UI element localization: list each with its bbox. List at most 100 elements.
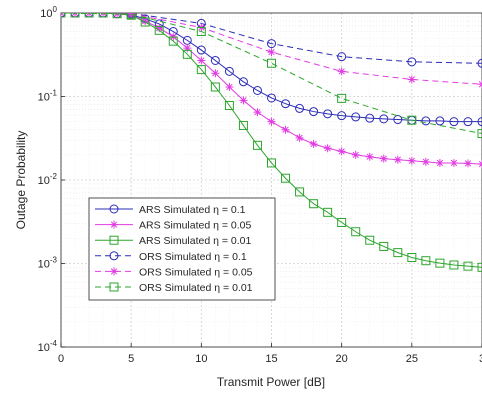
data-point-circle — [109, 251, 119, 261]
data-point-square — [210, 82, 220, 92]
data-point-square — [224, 101, 234, 111]
x-tick-label: 15 — [265, 353, 277, 365]
data-point-star — [110, 267, 118, 276]
data-point-circle — [421, 116, 431, 126]
data-point-circle — [379, 114, 389, 124]
x-tick-label: 25 — [406, 353, 418, 365]
data-point-star-path — [267, 117, 276, 126]
data-point-square — [477, 129, 482, 139]
data-point-square — [323, 207, 333, 217]
legend-label: ARS Simulated η = 0.05 — [139, 220, 252, 232]
data-point-star-path — [449, 158, 458, 167]
legend-label: ORS Simulated η = 0.01 — [139, 282, 253, 294]
data-point-star-path — [197, 56, 206, 65]
y-axis-label: Outage Probability — [14, 131, 28, 230]
data-point-square — [477, 262, 482, 272]
data-point-star — [323, 144, 332, 153]
legend-item: ORS Simulated η = 0.1 — [95, 251, 247, 263]
data-point-circle — [210, 55, 220, 65]
data-point-square — [267, 58, 276, 68]
data-point-star-path — [267, 48, 276, 57]
y-tick-label: 100 — [40, 5, 57, 20]
data-point-square — [337, 217, 347, 227]
data-point-star-path — [365, 152, 374, 161]
data-point-star-path — [407, 156, 416, 165]
data-point-star — [141, 17, 150, 26]
data-point-star — [253, 108, 262, 117]
data-point-star — [379, 154, 388, 163]
data-point-star — [155, 24, 164, 33]
data-point-star — [267, 48, 276, 57]
data-point-circle — [435, 116, 445, 126]
data-point-square — [365, 235, 375, 245]
data-point-square — [309, 199, 319, 209]
data-point-square — [84, 13, 94, 18]
data-point-square — [379, 241, 389, 251]
legend-label: ORS Simulated η = 0.1 — [139, 251, 247, 263]
data-point-star-path — [110, 220, 118, 229]
legend-item: ARS Simulated η = 0.01 — [95, 235, 252, 247]
data-point-star — [407, 156, 416, 165]
data-point-circle — [309, 107, 319, 117]
data-point-star — [463, 159, 472, 168]
series-6 — [61, 13, 482, 139]
data-point-square — [295, 187, 305, 197]
data-point-star-path — [239, 96, 248, 105]
data-point-star-path — [110, 267, 118, 276]
data-point-circle — [238, 77, 248, 87]
data-point-star-path — [379, 154, 388, 163]
legend-item: ORS Simulated η = 0.01 — [95, 282, 253, 294]
data-point-square — [407, 252, 417, 262]
data-point-star — [309, 139, 318, 148]
legend-item: ARS Simulated η = 0.1 — [95, 204, 246, 216]
data-point-circle — [393, 115, 403, 125]
x-tick-label: 0 — [58, 353, 64, 365]
series-group — [61, 13, 482, 272]
legend-item: ORS Simulated η = 0.05 — [95, 266, 253, 278]
data-point-circle — [252, 85, 262, 95]
data-point-star — [337, 67, 346, 76]
data-point-square — [238, 120, 248, 130]
data-point-circle — [477, 117, 482, 127]
data-point-square — [267, 158, 276, 168]
data-point-star-path — [323, 144, 332, 153]
data-point-star — [267, 117, 276, 126]
data-point-square — [435, 258, 445, 268]
data-point-square — [109, 235, 119, 245]
data-point-square — [393, 248, 403, 258]
data-point-star-path — [337, 147, 346, 156]
data-point-circle — [267, 93, 276, 103]
data-point-circle — [337, 52, 347, 62]
y-tick-label: 10-1 — [38, 89, 58, 104]
data-point-square — [126, 13, 136, 19]
data-point-circle — [224, 66, 234, 76]
data-point-star — [435, 158, 444, 167]
x-axis-label: Transmit Power [dB] — [217, 375, 325, 389]
x-tick-label: 10 — [195, 353, 207, 365]
data-point-star — [281, 125, 290, 134]
data-point-square — [182, 49, 192, 59]
data-point-square — [168, 36, 178, 46]
data-point-star-path — [337, 67, 346, 76]
data-point-square — [407, 115, 417, 125]
data-point-circle — [365, 113, 375, 123]
data-point-square — [154, 25, 164, 35]
data-point-star — [365, 152, 374, 161]
x-tick-label: 3 — [479, 353, 482, 365]
data-point-star — [197, 56, 206, 65]
data-point-star — [239, 96, 248, 105]
legend-label: ARS Simulated η = 0.01 — [139, 235, 252, 247]
data-point-star — [183, 44, 192, 53]
data-point-star — [110, 220, 118, 229]
legend-label: ARS Simulated η = 0.1 — [139, 204, 246, 216]
series-line — [61, 13, 482, 135]
data-point-circle — [337, 111, 347, 121]
y-tick-label: 10-2 — [38, 172, 58, 187]
data-point-star-path — [435, 158, 444, 167]
legend-box — [88, 197, 276, 301]
y-tick-label: 10-3 — [38, 256, 58, 271]
axes: 0 5 10 15 20 25 3 10-4 10-3 10-2 10-1 100 — [38, 5, 482, 365]
legend-label: ORS Simulated η = 0.05 — [139, 266, 253, 278]
